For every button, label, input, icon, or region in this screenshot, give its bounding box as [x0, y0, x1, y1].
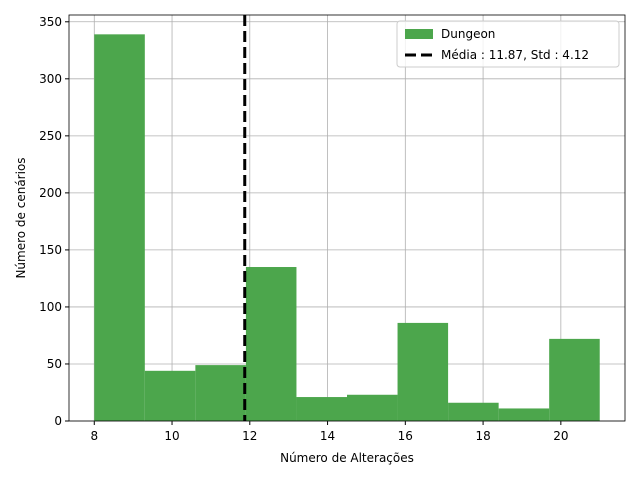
- y-tick-label: 300: [39, 72, 62, 86]
- y-tick-label: 250: [39, 129, 62, 143]
- y-tick-label: 350: [39, 15, 62, 29]
- x-tick-label: 14: [320, 429, 335, 443]
- legend-label: Dungeon: [441, 27, 495, 41]
- x-tick-label: 16: [398, 429, 413, 443]
- x-tick-label: 8: [90, 429, 98, 443]
- x-tick-label: 20: [553, 429, 568, 443]
- y-tick-label: 150: [39, 243, 62, 257]
- bar: [347, 394, 398, 421]
- legend-box: [396, 20, 620, 68]
- bar: [397, 322, 449, 421]
- bar: [549, 338, 600, 421]
- legend-swatch: [405, 29, 433, 39]
- axes-frame: [68, 14, 626, 422]
- bar: [245, 267, 297, 421]
- bar: [144, 370, 196, 421]
- x-axis-label: Número de Alterações: [280, 451, 414, 465]
- x-tick-label: 18: [475, 429, 490, 443]
- x-tick-label: 10: [164, 429, 179, 443]
- y-tick-label: 50: [47, 357, 62, 371]
- y-axis-label: Número de cenários: [14, 157, 28, 278]
- y-tick-label: 200: [39, 186, 62, 200]
- bar: [296, 397, 347, 421]
- y-tick-label: 0: [54, 414, 62, 428]
- bar: [498, 408, 550, 421]
- bar: [195, 365, 246, 421]
- y-tick-label: 100: [39, 300, 62, 314]
- x-tick-label: 12: [242, 429, 257, 443]
- legend-label: Média : 11.87, Std : 4.12: [441, 48, 589, 62]
- bar: [448, 402, 499, 421]
- bar: [94, 34, 145, 421]
